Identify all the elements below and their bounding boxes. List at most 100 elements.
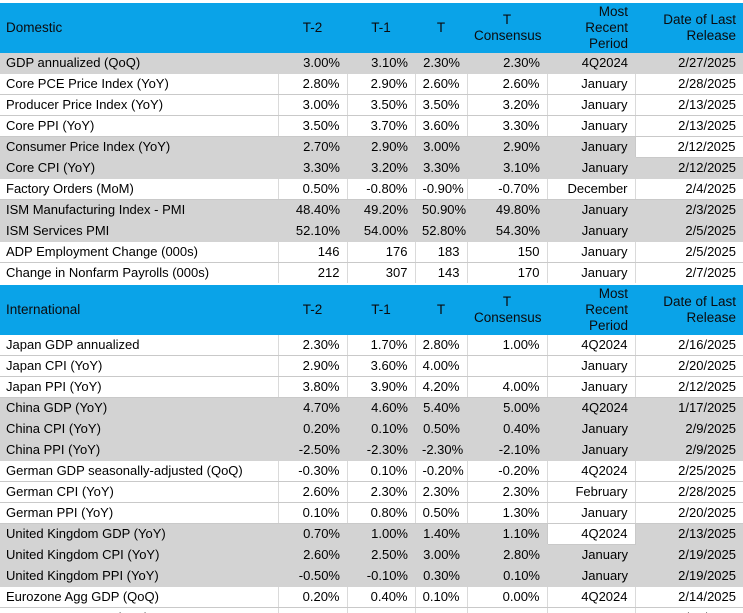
cell-t2[interactable]: 52.10% <box>278 220 347 242</box>
cell-release[interactable]: 2/12/2025 <box>635 376 743 398</box>
cell-t2[interactable]: -0.30% <box>278 460 348 482</box>
cell-consensus[interactable]: 5.00% <box>467 397 547 419</box>
cell-t1[interactable]: 1.00% <box>347 523 415 545</box>
cell-t2[interactable]: 2.20% <box>278 607 348 613</box>
cell-t[interactable]: 143 <box>415 262 468 285</box>
row-label[interactable]: China PPI (YoY) <box>0 439 278 461</box>
cell-t[interactable]: 0.50% <box>415 418 467 440</box>
cell-recent[interactable]: January <box>547 607 636 613</box>
cell-t[interactable]: -2.30% <box>415 439 467 461</box>
row-label[interactable]: Producer Price Index (YoY) <box>0 94 279 116</box>
cell-release[interactable]: 2/12/2025 <box>634 135 743 158</box>
cell-recent[interactable]: January <box>547 220 635 242</box>
row-label[interactable]: United Kingdom GDP (YoY) <box>0 523 278 545</box>
row-label[interactable]: Japan CPI (YoY) <box>0 355 279 377</box>
row-label[interactable]: ISM Services PMI <box>0 220 278 242</box>
cell-t1[interactable]: 0.40% <box>347 586 416 608</box>
cell-recent[interactable]: January <box>547 262 636 285</box>
cell-t1[interactable]: 49.20% <box>347 199 415 221</box>
cell-t1[interactable]: 0.80% <box>347 502 416 524</box>
cell-consensus[interactable]: 0.00% <box>467 586 548 608</box>
cell-t[interactable]: 3.00% <box>415 544 467 566</box>
cell-release[interactable]: 2/5/2025 <box>635 241 743 263</box>
cell-t[interactable]: -0.90% <box>415 178 468 200</box>
col-header-t[interactable]: T <box>415 1 467 53</box>
cell-t[interactable]: 1.40% <box>415 523 467 545</box>
cell-recent[interactable]: 4Q2024 <box>547 52 635 74</box>
cell-recent[interactable]: January <box>547 115 636 137</box>
col-header-consensus[interactable]: T Consensus <box>467 282 547 335</box>
row-label[interactable]: Change in Nonfarm Payrolls (000s) <box>0 262 279 285</box>
row-label[interactable]: GDP annualized (QoQ) <box>0 52 278 74</box>
cell-t2[interactable]: 212 <box>278 262 348 285</box>
cell-t2[interactable]: 3.00% <box>278 52 347 74</box>
cell-t2[interactable]: 0.10% <box>278 502 348 524</box>
cell-t1[interactable]: 176 <box>347 241 416 263</box>
cell-consensus[interactable]: 4.00% <box>467 376 548 398</box>
cell-t[interactable]: 50.90% <box>415 199 467 221</box>
cell-consensus[interactable]: 1.10% <box>467 523 547 545</box>
cell-recent[interactable]: January <box>547 544 635 566</box>
cell-release[interactable]: 2/12/2025 <box>635 157 743 179</box>
cell-t2[interactable]: 0.70% <box>278 523 347 545</box>
cell-t2[interactable]: 3.30% <box>278 157 347 179</box>
cell-consensus[interactable]: -0.20% <box>467 460 548 482</box>
col-header-t2[interactable]: T-2 <box>278 1 347 53</box>
cell-consensus[interactable]: 1.30% <box>467 502 548 524</box>
cell-t2[interactable]: 0.20% <box>278 586 348 608</box>
cell-release[interactable]: 2/13/2025 <box>635 523 743 545</box>
cell-release[interactable]: 2/5/2025 <box>635 220 743 242</box>
cell-release[interactable]: 2/14/2025 <box>635 586 743 608</box>
cell-release[interactable]: 2/9/2025 <box>635 439 743 461</box>
cell-consensus[interactable]: 2.30% <box>467 481 548 503</box>
cell-recent[interactable]: 4Q2024 <box>547 397 635 419</box>
row-label[interactable]: Japan GDP annualized <box>0 334 279 356</box>
cell-t2[interactable]: 2.60% <box>278 544 347 566</box>
cell-consensus[interactable]: 3.30% <box>467 115 548 137</box>
cell-consensus[interactable]: 2.80% <box>467 544 547 566</box>
cell-recent[interactable]: 4Q2024 <box>547 586 636 608</box>
cell-recent[interactable]: January <box>547 439 635 461</box>
cell-t2[interactable]: 2.70% <box>278 136 347 158</box>
cell-consensus[interactable]: 1.00% <box>467 334 548 356</box>
cell-consensus[interactable]: 3.10% <box>467 157 547 179</box>
row-label[interactable]: Eurozone Agg CPI (YoY) <box>0 607 279 613</box>
cell-t[interactable]: 0.30% <box>415 565 467 587</box>
section-title[interactable]: Domestic <box>0 1 278 53</box>
cell-t[interactable]: 2.30% <box>415 481 468 503</box>
cell-consensus[interactable]: -0.70% <box>467 178 548 200</box>
cell-t1[interactable]: 54.00% <box>347 220 415 242</box>
cell-recent[interactable]: January <box>547 565 635 587</box>
cell-t1[interactable]: 3.10% <box>347 52 415 74</box>
cell-recent[interactable]: January <box>547 94 636 116</box>
cell-t1[interactable]: 3.50% <box>347 94 416 116</box>
cell-t1[interactable]: 0.10% <box>347 460 416 482</box>
cell-consensus[interactable] <box>467 355 548 377</box>
cell-t[interactable]: 3.30% <box>415 157 467 179</box>
cell-consensus[interactable]: 2.60% <box>467 73 548 95</box>
cell-recent[interactable]: 4Q2024 <box>547 460 636 482</box>
cell-release[interactable]: 2/20/2025 <box>635 502 743 524</box>
cell-release[interactable]: 2/4/2025 <box>635 178 743 200</box>
row-label[interactable]: German CPI (YoY) <box>0 481 279 503</box>
cell-t2[interactable]: 3.80% <box>278 376 348 398</box>
cell-t[interactable]: 0.50% <box>415 502 468 524</box>
cell-t1[interactable]: 2.40% <box>347 607 416 613</box>
cell-release[interactable]: 1/17/2025 <box>635 397 743 419</box>
cell-consensus[interactable]: -2.10% <box>467 439 547 461</box>
cell-t1[interactable]: 3.90% <box>347 376 416 398</box>
col-header-recent[interactable]: Most Recent Period <box>547 282 635 335</box>
row-label[interactable]: German GDP seasonally-adjusted (QoQ) <box>0 460 279 482</box>
cell-recent[interactable]: 4Q2024 <box>546 522 636 545</box>
row-label[interactable]: Factory Orders (MoM) <box>0 178 279 200</box>
row-label[interactable]: Core CPI (YoY) <box>0 157 278 179</box>
cell-t[interactable]: 2.60% <box>415 73 468 95</box>
cell-t1[interactable]: 2.50% <box>347 544 415 566</box>
cell-t2[interactable]: 146 <box>278 241 348 263</box>
cell-release[interactable]: 2/28/2025 <box>635 481 743 503</box>
cell-t[interactable]: 52.80% <box>415 220 467 242</box>
cell-release[interactable]: 2/9/2025 <box>635 418 743 440</box>
row-label[interactable]: Core PCE Price Index (YoY) <box>0 73 279 95</box>
row-label[interactable]: United Kingdom CPI (YoY) <box>0 544 278 566</box>
cell-t[interactable]: 2.80% <box>415 334 468 356</box>
